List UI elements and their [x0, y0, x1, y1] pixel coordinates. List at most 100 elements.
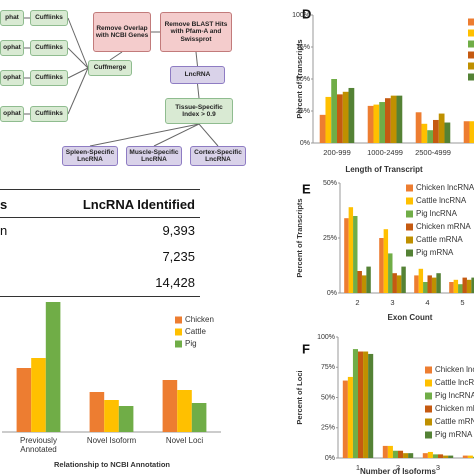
connector [67, 67, 89, 79]
flow-node: Cuffmerge [88, 60, 132, 76]
bar [383, 229, 389, 293]
legend-label: Chicken lncRNA [416, 183, 474, 192]
bar [191, 403, 207, 432]
bar [177, 390, 192, 432]
legend-swatch [406, 210, 413, 218]
bar [31, 358, 46, 432]
legend-swatch [425, 392, 432, 400]
x-tick-label: Novel Loci [165, 436, 204, 445]
x-tick-label: 4 [425, 298, 429, 307]
legend-swatch [175, 328, 182, 336]
x-axis-title: Length of Transcript [345, 165, 423, 174]
bar [379, 238, 384, 293]
bar [463, 121, 470, 143]
bar [401, 266, 406, 293]
y-axis-title: Percent of Transcripts [295, 198, 304, 277]
flow-node: LncRNA [170, 66, 225, 84]
panel-letter: F [302, 341, 310, 356]
bar [421, 123, 428, 143]
bar [342, 380, 348, 458]
x-axis-title: Number of Isoforms [360, 467, 437, 474]
x-tick-label: 3 [436, 463, 440, 472]
y-tick-label: 0% [327, 290, 337, 297]
flow-node: Tissue-Specific Index > 0.9 [165, 98, 233, 124]
bar [458, 284, 463, 293]
x-tick-label: 2 [355, 298, 359, 307]
bar [462, 455, 468, 458]
flow-node: Cufflinks [30, 40, 68, 56]
x-tick-label: Previously Annotated [20, 436, 57, 455]
y-tick-label: 25% [296, 108, 310, 115]
x-tick-label: 200-999 [323, 148, 351, 157]
bar [390, 95, 397, 143]
legend-label: Chicken lncRNA [435, 365, 474, 374]
bar [422, 453, 428, 458]
x-tick-label: Novel Isoform [86, 436, 137, 445]
bar [431, 277, 437, 293]
bar [104, 400, 119, 432]
connector [197, 83, 200, 99]
y-tick-label: 50% [323, 180, 337, 187]
bar [423, 282, 428, 293]
bar [89, 392, 105, 432]
bar [348, 207, 354, 293]
bar [436, 273, 441, 293]
bar [16, 368, 32, 432]
bar [433, 119, 439, 143]
bar [363, 351, 369, 458]
table-rule [0, 189, 200, 190]
flow-node: Muscle-Specific LncRNA [126, 146, 182, 166]
bar [466, 279, 472, 293]
bar [467, 455, 473, 458]
flow-node: phat [0, 10, 24, 26]
flow-node: ophat [0, 106, 24, 122]
legend-swatch [406, 184, 413, 192]
bar [472, 456, 474, 458]
bar [418, 268, 424, 293]
legend-swatch [406, 197, 413, 205]
bar [118, 406, 134, 432]
table-cell: 9,393 [162, 223, 195, 238]
bar [398, 450, 404, 458]
legend-label: Pig [185, 339, 197, 348]
legend-label: Pig mRNA [435, 430, 473, 439]
connector [153, 123, 200, 147]
x-tick-label: 5 [460, 298, 464, 307]
x-tick-label: 1 [356, 463, 360, 472]
legend-swatch [406, 249, 413, 257]
flow-node: Cufflinks [30, 10, 68, 26]
bar [352, 349, 358, 458]
bar [392, 273, 397, 293]
bar [432, 454, 438, 458]
legend-swatch [425, 431, 432, 439]
bar [396, 275, 402, 293]
bar [353, 216, 358, 293]
legend-swatch [406, 223, 413, 231]
legend-swatch [468, 29, 474, 37]
bar [45, 302, 61, 432]
bar [361, 275, 367, 293]
connector [67, 67, 89, 115]
flow-node: Cortex-Specific LncRNA [190, 146, 246, 166]
y-tick-label: 75% [296, 44, 310, 51]
bar [357, 271, 362, 293]
bar [319, 114, 326, 143]
table-cell: 14,428 [155, 275, 195, 290]
bar [331, 79, 337, 143]
flow-node: Spleen-Specific LncRNA [62, 146, 118, 166]
y-tick-label: 100% [292, 12, 310, 19]
legend-swatch [468, 18, 474, 26]
bar [427, 451, 433, 458]
connector [67, 17, 89, 69]
bar [342, 91, 349, 143]
bar [427, 275, 432, 293]
x-tick-label: 1000-2499 [367, 148, 403, 157]
legend-swatch [468, 73, 474, 81]
legend-swatch [425, 405, 432, 413]
bar [347, 376, 353, 458]
bar [392, 450, 398, 458]
legend-swatch [406, 236, 413, 244]
flow-node: Cufflinks [30, 70, 68, 86]
legend-label: Pig lncRNA [416, 209, 458, 218]
